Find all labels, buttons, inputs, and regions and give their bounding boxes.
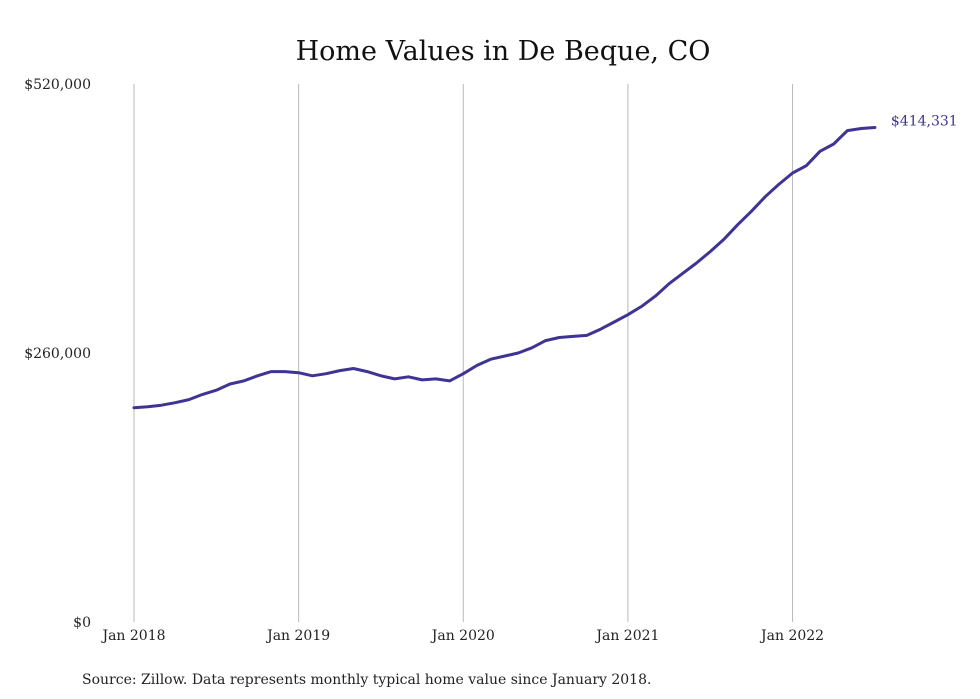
x-tick-label: Jan 2021 (594, 628, 659, 644)
chart-title: Home Values in De Beque, CO (296, 36, 711, 67)
x-tick-label: Jan 2020 (430, 628, 495, 644)
latest-value-label: $414,331 (891, 113, 958, 129)
home-value-series-line (132, 126, 877, 410)
y-axis-tick-labels: $0 $260,000 $520,000 (24, 77, 91, 631)
x-tick-label: Jan 2022 (759, 628, 824, 644)
source-note: Source: Zillow. Data represents monthly … (82, 672, 651, 688)
y-tick-label: $260,000 (24, 346, 91, 362)
x-tick-label: Jan 2018 (100, 628, 165, 644)
y-tick-label: $0 (73, 615, 91, 631)
x-axis-tick-labels: Jan 2018 Jan 2019 Jan 2020 Jan 2021 Jan 2022 (100, 628, 824, 644)
y-tick-label: $520,000 (24, 77, 91, 93)
x-tick-label: Jan 2019 (265, 628, 330, 644)
vertical-gridlines (133, 84, 794, 622)
